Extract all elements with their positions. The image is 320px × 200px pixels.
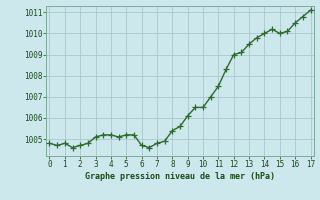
X-axis label: Graphe pression niveau de la mer (hPa): Graphe pression niveau de la mer (hPa) <box>85 172 275 181</box>
